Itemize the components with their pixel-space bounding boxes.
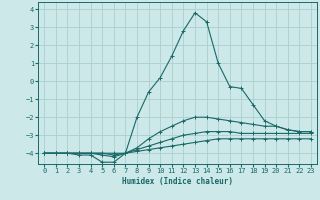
X-axis label: Humidex (Indice chaleur): Humidex (Indice chaleur): [122, 177, 233, 186]
